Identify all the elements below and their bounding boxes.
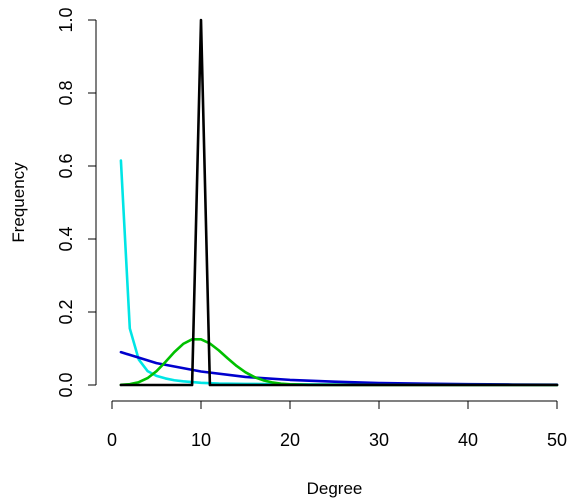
series-line-2	[119, 350, 559, 386]
x-tick-label: 20	[280, 430, 300, 450]
y-tick-label: 0.0	[56, 372, 76, 397]
y-axis-title: Frequency	[9, 162, 28, 243]
chart-series-group	[119, 18, 559, 387]
x-tick-label: 10	[191, 430, 211, 450]
y-tick-label: 0.6	[56, 153, 76, 178]
y-tick-label: 0.4	[56, 226, 76, 251]
x-tick-label: 40	[458, 430, 478, 450]
x-axis-title: Degree	[307, 479, 363, 498]
series-line-1	[119, 159, 559, 387]
x-tick-label: 50	[547, 430, 567, 450]
chart-axes: 0 10 20 30 40 50 0.0 0.2 0.4 0.6 0.8 1.0	[56, 7, 567, 450]
y-tick-label: 0.8	[56, 80, 76, 105]
series-line-4	[119, 18, 559, 387]
y-tick-label: 0.2	[56, 299, 76, 324]
x-tick-label: 0	[107, 430, 117, 450]
y-tick-label: 1.0	[56, 7, 76, 32]
series-line-3	[119, 338, 559, 387]
x-tick-label: 30	[369, 430, 389, 450]
